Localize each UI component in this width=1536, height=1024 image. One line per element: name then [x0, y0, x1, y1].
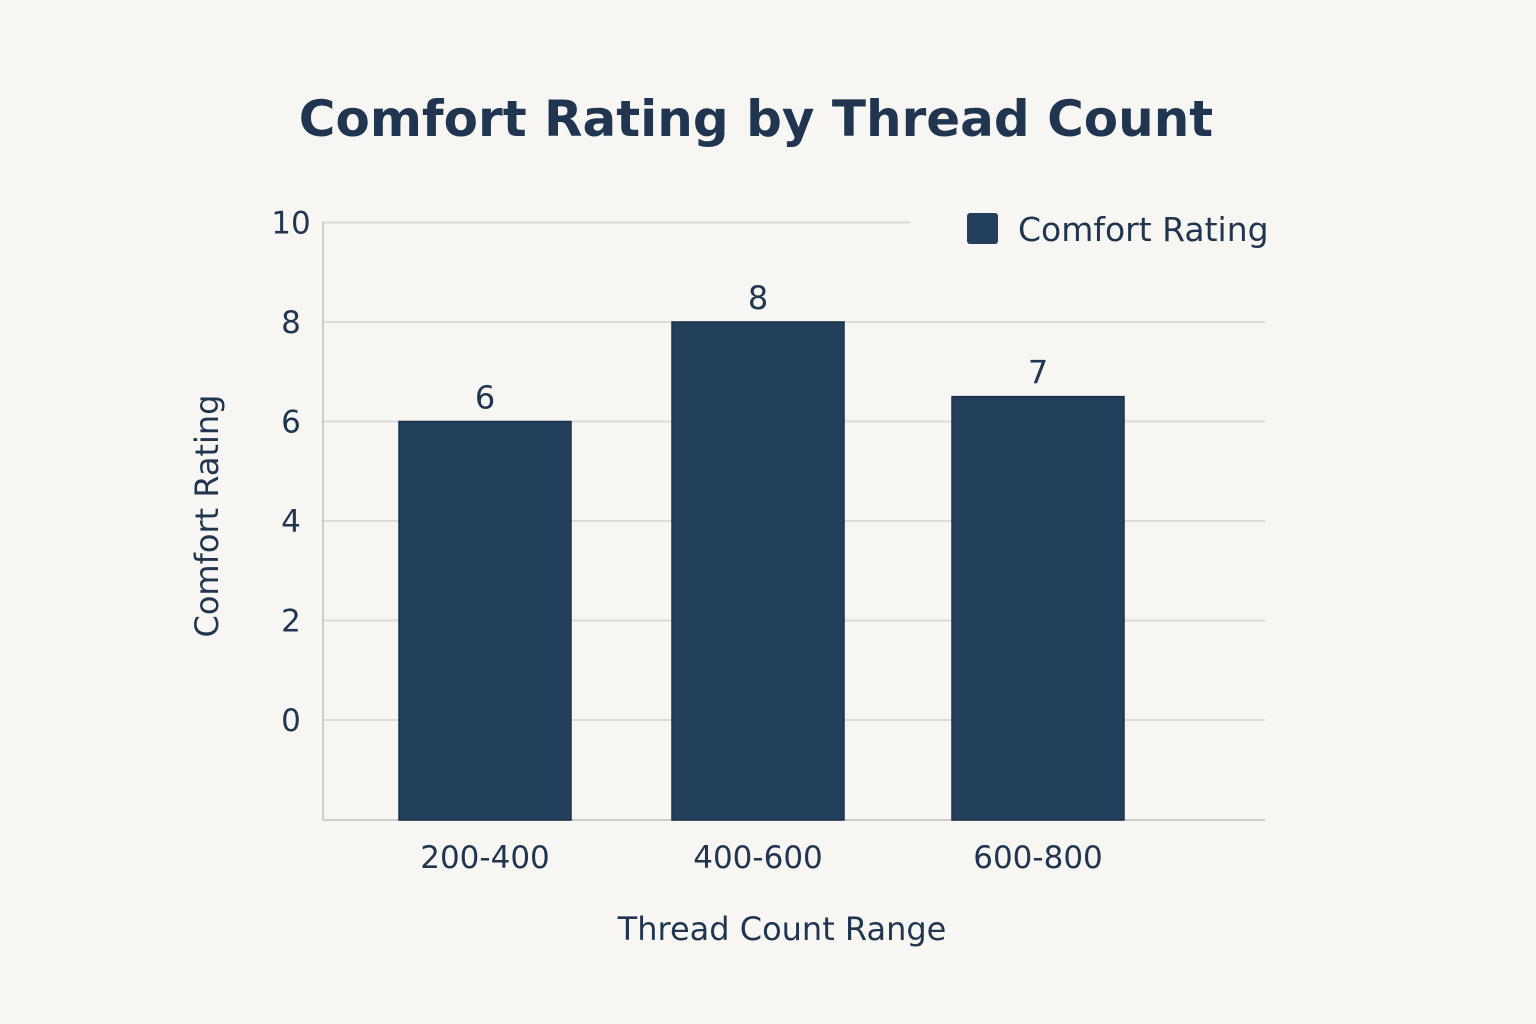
- y-tick-label: 10: [271, 206, 310, 242]
- bar-600-800: [951, 395, 1125, 821]
- data-label: 8: [748, 279, 768, 317]
- data-labels: 6 8 7: [475, 279, 1048, 417]
- y-axis-ticks: 0 2 4 6 8 10: [271, 206, 310, 740]
- legend-label: Comfort Rating: [1018, 210, 1269, 249]
- x-tick-label: 600-800: [973, 840, 1103, 876]
- x-tick-label: 400-600: [693, 840, 823, 876]
- y-tick-label: 8: [281, 305, 301, 341]
- y-axis-title: Comfort Rating: [188, 395, 226, 638]
- x-tick-label: 200-400: [420, 840, 550, 876]
- x-axis-title: Thread Count Range: [617, 910, 947, 948]
- y-tick-label: 4: [281, 504, 301, 540]
- y-tick-label: 6: [281, 405, 301, 441]
- chart-title: Comfort Rating by Thread Count: [299, 90, 1213, 148]
- y-tick-label: 0: [281, 703, 301, 739]
- y-tick-label: 2: [281, 604, 301, 640]
- data-label: 7: [1028, 354, 1048, 392]
- legend: Comfort Rating: [967, 210, 1269, 249]
- bars: [398, 321, 1125, 821]
- bar-200-400: [398, 420, 572, 821]
- bar-400-600: [671, 321, 845, 821]
- x-axis-ticks: 200-400 400-600 600-800: [420, 840, 1103, 876]
- data-label: 6: [475, 379, 495, 417]
- legend-swatch: [967, 213, 998, 244]
